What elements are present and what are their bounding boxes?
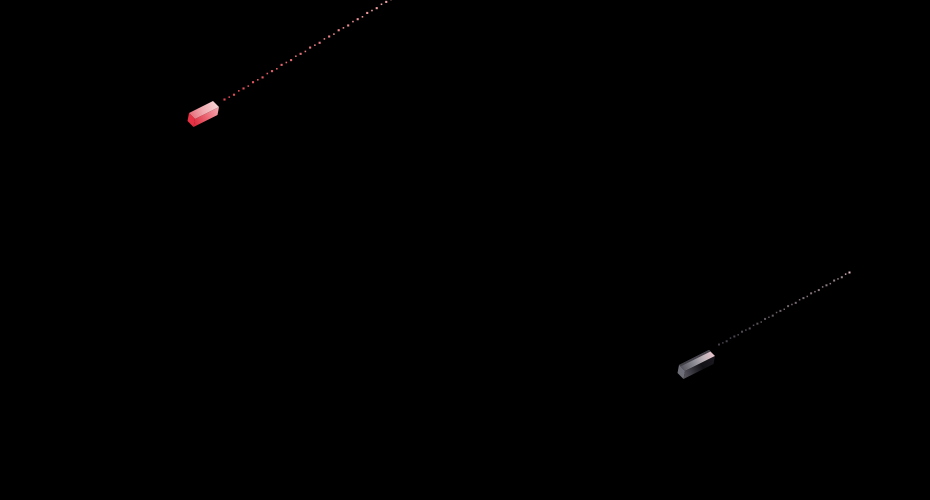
trail-dot	[342, 27, 345, 29]
trail-dot	[237, 90, 240, 92]
trail-dot	[745, 329, 747, 331]
trail-dot	[806, 295, 809, 298]
trail-dot	[848, 271, 851, 274]
trail-dot	[771, 314, 774, 317]
trail-dot	[304, 50, 307, 53]
trail-dot	[356, 18, 359, 21]
trail-dot	[752, 324, 755, 327]
trail-dot	[232, 93, 236, 96]
trail-dot	[725, 340, 728, 343]
trail-dot	[798, 298, 801, 301]
trail-dot	[242, 87, 245, 90]
trail-dot	[375, 7, 378, 10]
trail-dot	[323, 38, 326, 40]
trail-dot	[266, 72, 269, 75]
trail-dot	[737, 334, 739, 336]
trail-dot	[299, 52, 302, 55]
side-face	[683, 356, 715, 379]
trail-dot	[810, 292, 813, 295]
trail-dot	[337, 29, 340, 32]
trail-dot	[802, 297, 805, 300]
trail-dot	[276, 67, 278, 70]
trail-dot	[729, 337, 732, 339]
end-cap-face	[187, 113, 195, 127]
trail-dot	[371, 9, 373, 12]
trail-dot	[271, 70, 274, 73]
trail-dot	[825, 284, 828, 287]
trail-dot	[722, 342, 724, 344]
top-ridge-face	[679, 350, 711, 367]
trail-dot	[764, 317, 767, 320]
end-cap-face	[677, 365, 685, 379]
trail-dot	[333, 33, 335, 35]
trail-dot	[261, 76, 264, 79]
trail-dot	[347, 24, 350, 27]
trail-dot	[223, 98, 226, 101]
trail-dot	[791, 303, 793, 306]
trail-dot	[783, 308, 785, 310]
trail-dot	[314, 44, 316, 46]
trail-dot	[352, 20, 354, 23]
trail-dot	[748, 327, 751, 330]
trail-dot	[741, 330, 744, 333]
trail-dot	[829, 282, 832, 285]
trail-dot	[328, 35, 331, 38]
trail-dot	[779, 309, 782, 312]
side-face	[193, 107, 219, 127]
trail-dot	[814, 290, 816, 293]
dark-projectile[interactable]	[677, 350, 716, 379]
dark-projectile-trail	[718, 271, 851, 346]
trail-dot	[309, 46, 312, 49]
trail-dot	[247, 85, 250, 87]
trail-dot	[228, 96, 231, 98]
trail-dot	[280, 63, 283, 66]
trail-dot	[821, 286, 824, 288]
trail-dot	[257, 79, 259, 81]
top-face	[189, 101, 219, 119]
trail-dot	[733, 335, 736, 338]
trail-dot	[366, 11, 369, 14]
trail-dot	[361, 16, 364, 18]
trail-dot	[760, 321, 762, 323]
trail-dot	[794, 301, 797, 304]
red-projectile[interactable]	[187, 101, 220, 127]
trail-dot	[844, 273, 847, 275]
trail-dot	[817, 289, 820, 292]
trail-dot	[318, 41, 321, 44]
trail-dot	[787, 305, 790, 308]
trail-dot	[768, 316, 770, 319]
trail-dot	[251, 81, 255, 84]
trail-dot	[840, 276, 843, 279]
trail-dot	[285, 61, 288, 64]
trail-dot	[380, 3, 383, 6]
trail-dot	[756, 322, 759, 325]
trail-dot	[290, 59, 293, 62]
trail-dot	[295, 55, 297, 58]
trail-dot	[718, 343, 720, 346]
red-projectile-trail	[223, 0, 392, 101]
trail-dot	[385, 0, 388, 3]
trail-dot	[833, 279, 836, 282]
top-face	[679, 350, 715, 371]
trail-dot	[775, 311, 778, 314]
trail-dot	[837, 278, 839, 280]
